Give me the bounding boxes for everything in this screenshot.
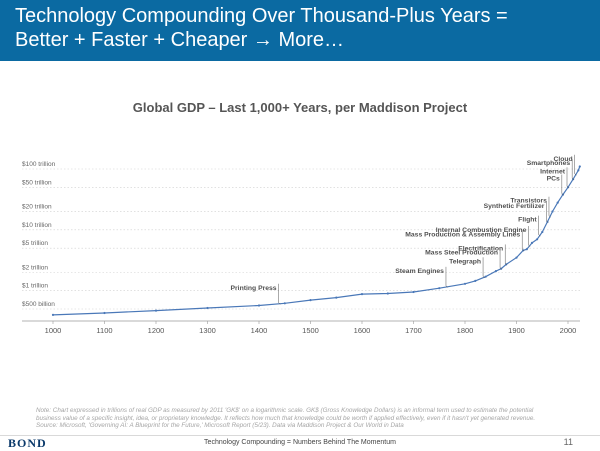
annotation-label: Cloud [553,156,572,163]
annotation-label: Internal Combustion Engine [436,227,527,234]
annotation-label: Transistors [510,198,547,205]
annotation-label: Internet [540,168,566,175]
y-tick-label: $20 trillion [22,204,52,211]
gdp-point [309,299,312,302]
gdp-point [536,238,539,241]
slide-header: Technology Compounding Over Thousand-Plu… [0,0,600,61]
gdp-point [438,287,441,290]
x-tick-label: 1100 [96,326,112,335]
footnote-line-1: Note: Chart expressed in trillions of re… [36,407,534,414]
slide-title-line-1: Technology Compounding Over Thousand-Plu… [15,5,508,27]
x-tick-label: 1000 [45,326,62,335]
annotation-pointer [522,249,525,252]
gdp-point [494,270,497,273]
annotation-pointer [561,193,564,196]
gdp-point [386,292,389,295]
x-tick-label: 1400 [251,326,268,335]
x-tick-label: 1300 [199,326,216,335]
y-tick-label: $10 trillion [22,222,52,229]
annotation-pointer [571,177,575,180]
footnote-line-2: business value of a specific insight, id… [36,414,536,422]
gdp-point [577,169,580,172]
gdp-point [335,296,338,299]
annotation-label: Smartphones [527,160,571,167]
annotation-pointer [574,173,577,176]
gdp-series [51,165,581,316]
annotation-label: Printing Press [231,285,277,292]
gdp-point [206,306,209,310]
gdp-point [484,275,487,278]
gdp-chart: Global GDP – Last 1,000+ Years, per Madd… [22,100,581,335]
y-axis-labels: $100 trillion $50 trillion $20 trillion $10… [22,161,56,308]
annotation-label: Mass Production & Assembly Lines [405,231,520,238]
annotation-pointer [548,215,551,218]
gdp-point [578,165,581,168]
chart-gridlines [22,168,580,310]
annotation-label: Mass Steel Production [425,250,498,257]
y-tick-label: $50 trillion [22,179,52,186]
annotation-pointer [445,285,448,288]
gdp-point [525,248,528,251]
annotation-label: PCs [547,176,560,183]
annotation-label: Electrification [458,245,503,252]
gdp-point [474,279,477,282]
annotation-pointer [505,263,508,266]
y-tick-label: $2 trillion [22,264,48,271]
bond-logo: BOND [8,436,47,450]
footnote-source: Source: Microsoft, 'Governing AI: A Blue… [36,422,404,430]
gdp-point [412,290,415,294]
annotation-label: Flight [518,217,537,224]
chart-footnote: Note: Chart expressed in trillions of re… [36,407,596,430]
gdp-point [51,313,55,316]
gdp-point [283,302,286,305]
gdp-point [551,210,554,213]
y-tick-label: $100 trillion [22,161,56,168]
x-tick-label: 1600 [354,326,371,335]
technology-annotations: Printing Press Steam Engines Telegraph Elec… [231,154,577,305]
x-tick-label: 1700 [405,326,422,335]
y-tick-label: $500 billion [22,301,55,308]
x-tick-label: 1500 [302,326,319,335]
footer-caption: Technology Compounding = Numbers Behind … [204,439,396,446]
gdp-point [360,293,364,296]
gdp-point [556,201,559,204]
annotation-pointer [528,244,531,247]
annotation-pointer [566,186,569,189]
gdp-line [52,166,581,316]
gdp-point [515,256,518,259]
annotation-pointer [538,234,541,237]
annotation-pointer [499,267,503,270]
gdp-point [463,282,467,285]
gdp-point [103,311,106,315]
page-number: 11 [563,437,573,447]
annotation-pointer [482,276,486,278]
x-tick-label: 2000 [560,326,577,335]
x-tick-label: 1900 [508,326,525,335]
y-tick-label: $5 trillion [22,240,48,247]
gdp-point [541,230,544,234]
y-tick-label: $1 trillion [22,283,48,290]
annotation-label: Synthetic Fertilizer [484,203,545,210]
gdp-point [257,304,261,307]
x-axis: 1000 1100 1200 1300 1400 1500 1600 1700 1800 1900… [22,320,580,335]
gdp-point [154,309,158,312]
footer-divider [0,435,600,436]
x-tick-label: 1800 [457,326,474,335]
slide-title-line-2: Better + Faster + Cheaper → More… [15,29,345,51]
annotation-label: Steam Engines [395,268,444,275]
slide-title: Technology Compounding Over Thousand-Plu… [15,4,585,52]
gdp-point [530,241,534,244]
annotation-pointer [278,302,281,305]
annotation-pointer [546,220,549,223]
x-tick-label: 1200 [148,326,165,335]
chart-title: Global GDP – Last 1,000+ Years, per Madd… [133,100,468,115]
annotation-label: Telegraph [449,258,481,265]
